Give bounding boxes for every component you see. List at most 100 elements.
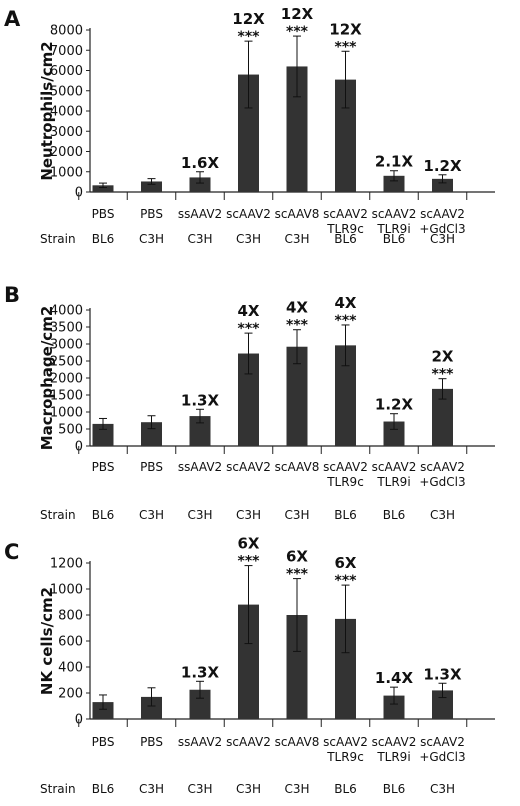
x-tick-label: PBS bbox=[92, 735, 115, 749]
strain-label: BL6 bbox=[92, 232, 115, 246]
y-axis-label: NK cells/cm2 bbox=[38, 587, 56, 695]
x-tick-label: scAAV2 bbox=[226, 460, 271, 474]
x-tick-label: ssAAV2 bbox=[178, 735, 222, 749]
y-axis-label: Neutrophils/cm2 bbox=[38, 41, 56, 180]
bar bbox=[383, 421, 405, 446]
y-tick-label: 3000 bbox=[50, 125, 83, 140]
strain-label: C3H bbox=[139, 508, 164, 522]
bar bbox=[141, 696, 162, 719]
panel-a: ANeutrophils/cm2010002000300040005000600… bbox=[4, 5, 495, 246]
strain-label: C3H bbox=[187, 232, 212, 246]
bar bbox=[432, 178, 453, 192]
panel-letter: C bbox=[4, 540, 19, 564]
fold-change-label: 12X bbox=[232, 10, 265, 28]
bar bbox=[189, 177, 211, 192]
x-tick-label: ssAAV2 bbox=[178, 460, 222, 474]
x-tick-label: scAAV8 bbox=[275, 207, 320, 221]
x-tick-label: PBS bbox=[92, 460, 115, 474]
x-tick-label: scAAV2 +GdCl3 bbox=[419, 460, 465, 489]
bar bbox=[335, 79, 356, 192]
y-tick-label: 6000 bbox=[50, 64, 83, 79]
x-tick-label: PBS bbox=[140, 207, 163, 221]
y-tick-label: 2000 bbox=[50, 145, 83, 160]
strain-label: BL6 bbox=[334, 232, 357, 246]
bar bbox=[189, 689, 211, 719]
strain-row-header: Strain bbox=[40, 508, 76, 522]
significance-stars: *** bbox=[335, 313, 358, 329]
x-tick-label: scAAV8 bbox=[275, 460, 320, 474]
fold-change-label: 1.6X bbox=[181, 154, 220, 172]
bar bbox=[286, 346, 308, 446]
strain-row-header: Strain bbox=[40, 782, 76, 796]
bar bbox=[92, 423, 114, 446]
y-tick-label: 600 bbox=[58, 635, 83, 650]
x-tick-label: PBS bbox=[140, 460, 163, 474]
strain-label: BL6 bbox=[383, 508, 406, 522]
fold-change-label: 4X bbox=[237, 302, 259, 320]
y-tick-label: 2500 bbox=[50, 355, 83, 370]
strain-label: BL6 bbox=[92, 508, 115, 522]
bar bbox=[141, 422, 162, 446]
bar bbox=[238, 353, 259, 446]
strain-label: BL6 bbox=[334, 782, 357, 796]
significance-stars: *** bbox=[286, 318, 309, 334]
significance-stars: *** bbox=[286, 24, 309, 40]
x-tick-label: scAAV2 TLR9c bbox=[323, 460, 368, 489]
strain-label: C3H bbox=[187, 782, 212, 796]
y-tick-label: 1000 bbox=[50, 583, 83, 598]
strain-label: C3H bbox=[430, 232, 455, 246]
fold-change-label: 1.3X bbox=[181, 391, 220, 409]
bar bbox=[92, 702, 114, 719]
fold-change-label: 12X bbox=[281, 5, 314, 23]
strain-label: C3H bbox=[236, 232, 261, 246]
y-tick-label: 800 bbox=[58, 609, 83, 624]
bar bbox=[141, 181, 162, 192]
fold-change-label: 12X bbox=[329, 20, 362, 38]
significance-stars: *** bbox=[238, 554, 261, 570]
bar bbox=[432, 690, 453, 719]
fold-change-label: 1.4X bbox=[375, 669, 414, 687]
strain-label: C3H bbox=[430, 508, 455, 522]
fold-change-label: 1.2X bbox=[423, 157, 462, 175]
fold-change-label: 1.3X bbox=[181, 663, 220, 681]
y-tick-label: 200 bbox=[58, 687, 83, 702]
fold-change-label: 4X bbox=[286, 299, 308, 317]
strain-label: BL6 bbox=[383, 232, 406, 246]
y-tick-label: 1000 bbox=[50, 406, 83, 421]
y-tick-label: 1000 bbox=[50, 165, 83, 180]
x-tick-label: scAAV2 bbox=[226, 207, 271, 221]
fold-change-label: 2.1X bbox=[375, 153, 414, 171]
y-tick-label: 4000 bbox=[50, 304, 83, 319]
bar bbox=[432, 388, 453, 446]
x-tick-label: scAAV2 +GdCl3 bbox=[419, 207, 465, 236]
x-tick-label: scAAV2 TLR9i bbox=[372, 207, 417, 236]
x-tick-label: scAAV2 +GdCl3 bbox=[419, 735, 465, 764]
bar bbox=[238, 74, 259, 192]
y-axis-label: Macrophage/cm2 bbox=[38, 306, 56, 451]
significance-stars: *** bbox=[238, 29, 261, 45]
strain-label: C3H bbox=[284, 782, 309, 796]
y-tick-label: 400 bbox=[58, 661, 83, 676]
x-tick-label: scAAV2 bbox=[226, 735, 271, 749]
strain-label: C3H bbox=[187, 508, 212, 522]
significance-stars: *** bbox=[238, 321, 261, 337]
fold-change-label: 1.3X bbox=[423, 665, 462, 683]
strain-label: C3H bbox=[284, 508, 309, 522]
strain-label: C3H bbox=[284, 232, 309, 246]
significance-stars: *** bbox=[286, 567, 309, 583]
y-tick-label: 3500 bbox=[50, 321, 83, 336]
y-tick-label: 8000 bbox=[50, 24, 83, 39]
y-tick-label: 3000 bbox=[50, 338, 83, 353]
significance-stars: *** bbox=[432, 367, 455, 383]
bar bbox=[335, 618, 356, 719]
y-tick-label: 5000 bbox=[50, 84, 83, 99]
x-tick-label: scAAV2 TLR9c bbox=[323, 207, 368, 236]
x-tick-label: ssAAV2 bbox=[178, 207, 222, 221]
x-tick-label: scAAV2 TLR9i bbox=[372, 460, 417, 489]
strain-label: C3H bbox=[139, 232, 164, 246]
strain-label: C3H bbox=[236, 508, 261, 522]
panel-b: BMacrophage/cm20500100015002000250030003… bbox=[4, 283, 495, 522]
bar bbox=[286, 615, 308, 719]
bar bbox=[383, 695, 405, 719]
